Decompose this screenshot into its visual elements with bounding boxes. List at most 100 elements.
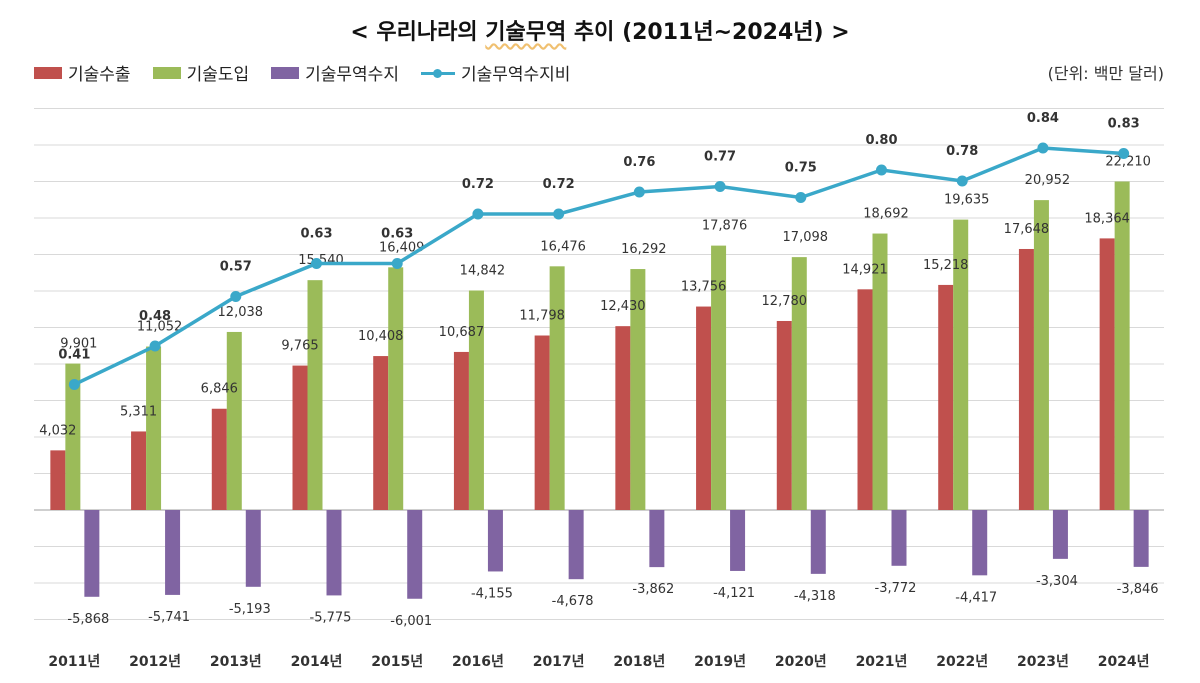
label-export: 9,765	[281, 339, 318, 354]
bar-balance	[487, 510, 503, 572]
label-balance: -3,772	[875, 581, 917, 596]
bar-export	[1099, 238, 1115, 511]
legend-item-ratio: 기술무역수지비	[420, 60, 571, 85]
label-import: 16,476	[540, 239, 586, 254]
category-label: 2022년	[936, 654, 988, 670]
category-label: 2017년	[533, 654, 585, 670]
category-label: 2020년	[775, 654, 827, 670]
legend-label-ratio: 기술무역수지비	[460, 65, 571, 85]
chart-title-suffix: 추이 (2011년~2024년) >	[566, 20, 850, 45]
marker-ratio	[311, 258, 322, 269]
label-export: 12,430	[600, 299, 646, 314]
marker-ratio	[714, 181, 726, 192]
label-ratio: 0.76	[623, 155, 655, 170]
bar-import	[388, 267, 404, 510]
bar-import	[1033, 200, 1049, 510]
label-import: 17,098	[783, 230, 829, 245]
legend: 기술수출 기술도입 기술무역수지 기술무역수지비	[34, 60, 570, 85]
label-balance: -3,862	[632, 582, 674, 597]
label-export: 15,218	[923, 258, 969, 273]
chart-title-highlight: 기술무역	[485, 20, 567, 45]
category-label: 2023년	[1017, 654, 1069, 670]
category-label: 2014년	[291, 654, 343, 670]
bar-balance	[1133, 510, 1149, 567]
bar-balance	[326, 510, 342, 596]
bar-balance	[165, 510, 181, 595]
label-ratio: 0.83	[1108, 117, 1140, 132]
label-ratio: 0.41	[58, 348, 90, 363]
legend-label-import: 기술도입	[186, 65, 250, 85]
marker-ratio	[68, 379, 80, 390]
label-balance: -4,678	[552, 594, 594, 609]
category-label: 2018년	[613, 654, 665, 670]
label-ratio: 0.80	[865, 133, 897, 148]
label-import: 20,952	[1025, 173, 1071, 188]
legend-swatch-export	[34, 66, 62, 79]
label-export: 13,756	[681, 280, 727, 295]
label-export: 5,311	[120, 404, 157, 419]
label-import: 17,876	[702, 219, 748, 234]
label-balance: -3,846	[1117, 582, 1159, 597]
bar-import	[630, 269, 646, 510]
bar-export	[857, 289, 873, 510]
marker-ratio	[876, 164, 887, 176]
label-balance: -4,155	[471, 586, 513, 601]
bar-balance	[245, 510, 261, 587]
label-balance: -6,001	[390, 614, 432, 629]
bar-import	[872, 233, 888, 510]
bar-import	[146, 346, 162, 510]
legend-item-export: 기술수출	[34, 60, 131, 85]
label-balance: -4,417	[955, 590, 997, 605]
label-ratio: 0.48	[139, 309, 171, 324]
bar-import	[549, 266, 565, 510]
label-import: 12,038	[218, 305, 264, 320]
bar-export	[534, 335, 550, 510]
legend-line-ratio	[420, 67, 455, 79]
label-import: 22,210	[1105, 155, 1151, 170]
legend-swatch-import	[152, 66, 181, 79]
category-label: 2011년	[48, 654, 100, 670]
marker-ratio	[1118, 148, 1130, 159]
bar-import	[953, 219, 969, 511]
label-ratio: 0.63	[381, 227, 413, 242]
bar-balance	[891, 510, 907, 566]
marker-ratio	[553, 208, 565, 220]
bar-balance	[649, 510, 665, 568]
label-balance: -5,868	[67, 612, 109, 627]
label-import: 9,901	[60, 337, 97, 352]
bar-import	[711, 245, 727, 510]
label-balance: -4,318	[794, 589, 836, 604]
bar-import	[307, 280, 323, 510]
legend-item-balance: 기술무역수지	[271, 60, 399, 85]
label-ratio: 0.84	[1027, 111, 1059, 126]
label-ratio: 0.57	[220, 260, 252, 275]
label-balance: -3,304	[1036, 574, 1078, 589]
bar-balance	[568, 510, 584, 580]
label-ratio: 0.72	[462, 177, 494, 192]
marker-ratio	[230, 291, 242, 302]
legend-swatch-balance	[271, 66, 300, 79]
category-label: 2012년	[129, 654, 181, 670]
label-export: 4,032	[39, 423, 76, 438]
label-import: 16,409	[379, 240, 425, 255]
label-ratio: 0.63	[300, 227, 332, 242]
bar-export	[938, 284, 954, 510]
bar-balance	[810, 510, 826, 574]
label-balance: -4,121	[713, 586, 755, 601]
bar-export	[373, 356, 389, 510]
bar-import	[65, 363, 81, 510]
unit-label: (단위: 백만 달러)	[1047, 64, 1164, 83]
marker-ratio	[472, 208, 484, 220]
bar-export	[292, 365, 308, 510]
label-export: 17,648	[1004, 222, 1050, 237]
bar-export	[1018, 248, 1034, 510]
bar-balance	[1052, 510, 1068, 559]
bar-import	[1114, 181, 1130, 510]
label-export: 10,408	[358, 329, 404, 344]
bar-import	[468, 290, 484, 510]
bar-balance	[84, 510, 100, 597]
marker-ratio	[795, 192, 807, 203]
category-label: 2015년	[371, 654, 423, 670]
marker-ratio	[633, 186, 645, 198]
